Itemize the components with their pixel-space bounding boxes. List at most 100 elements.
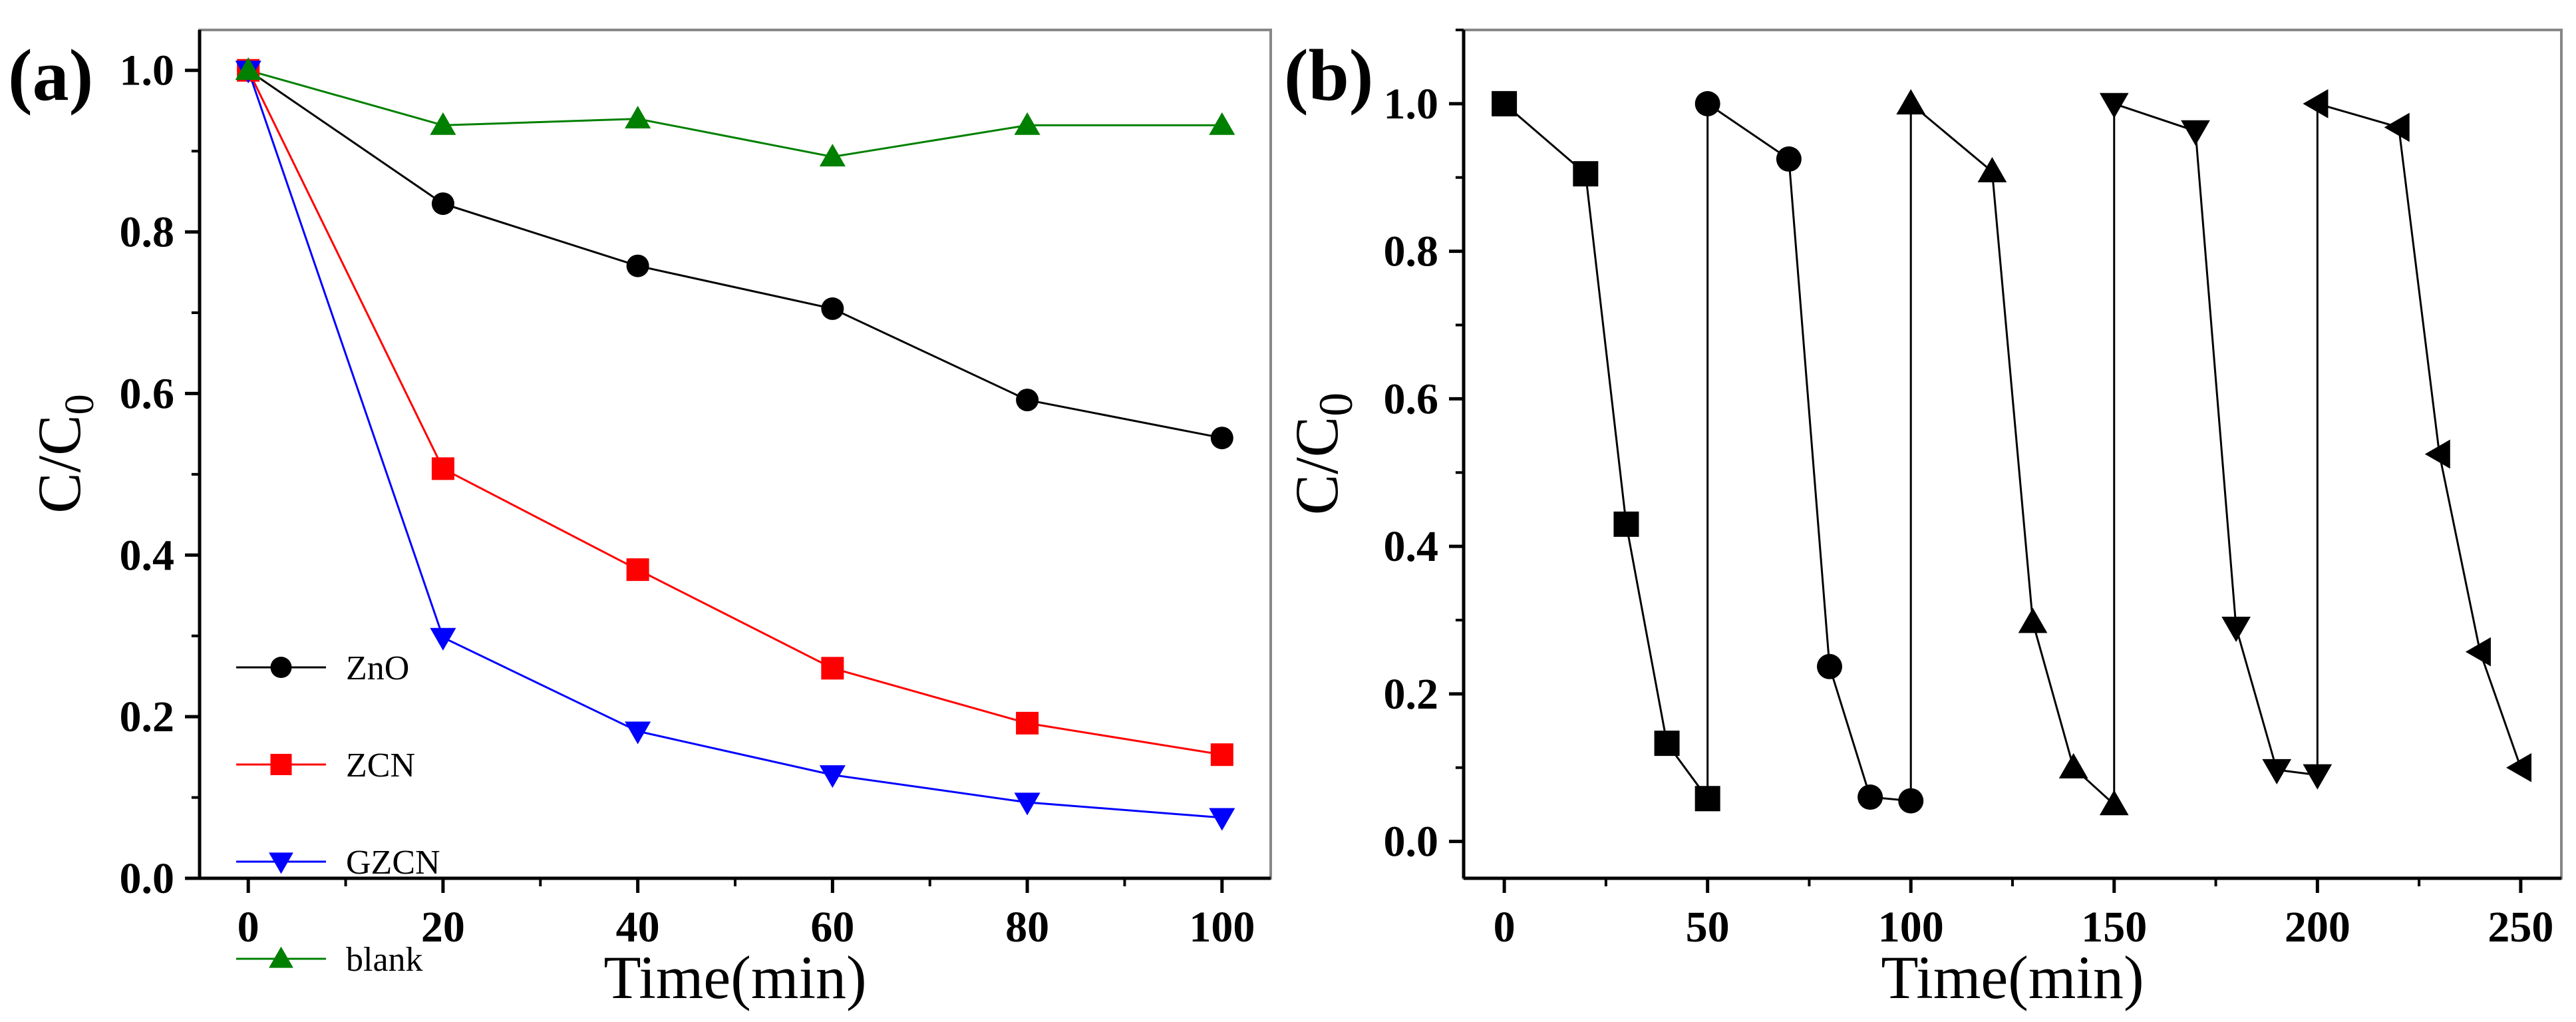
panel-a-point-blank: [1209, 112, 1235, 135]
panel-b-point-cycle-4: [2221, 616, 2251, 642]
panel-b-point-cycle-5: [2506, 753, 2532, 782]
panel-a-point-gzcn: [1014, 792, 1041, 816]
panel-b-tick-labels: 0 50 100 150 200 250 0.0 0.2 0.4 0.6 0.8 1.0: [1384, 80, 2554, 951]
panel-a-point-zno: [821, 297, 844, 320]
panel-a-point-blank: [235, 57, 261, 81]
panel-a-series-markers: [235, 57, 1235, 831]
legend-marker-gzcn: [269, 852, 293, 874]
legend-label-zcn: ZCN: [346, 747, 415, 784]
panel-b-y-tick-label: 0.8: [1384, 228, 1439, 276]
panel-a-y-axis-title-main: C/C: [25, 415, 93, 513]
panel-b-x-tick-label: 200: [2285, 903, 2350, 951]
panel-a-y-tick-label: 0.8: [120, 208, 175, 257]
panel-a-ticks: [185, 69, 1224, 893]
panel-b-point-cycle-1: [1694, 786, 1720, 812]
panel-a-point-zcn: [431, 457, 454, 480]
panel-a-x-tick-label: 60: [810, 903, 854, 951]
panel-b-point-cycle-3: [1977, 157, 2007, 183]
panel-b-point-cycle-3: [2058, 753, 2088, 778]
svg-text:C/C0: C/C0: [1283, 393, 1363, 515]
legend-marker-zno: [270, 657, 292, 678]
panel-a-label: (a): [8, 35, 93, 116]
panel-a-series-line-zno: [247, 69, 1223, 439]
legend-label-gzcn: GZCN: [346, 844, 440, 882]
panel-a-point-gzcn: [430, 627, 456, 651]
legend-label-zno: ZnO: [346, 649, 409, 687]
panel-b-point-cycle-4: [2262, 759, 2292, 784]
panel-a-point-blank: [625, 106, 651, 129]
panel-a-y-tick-label: 0.0: [120, 854, 175, 903]
panel-a-point-zcn: [626, 558, 649, 582]
panel-a-x-tick-label: 100: [1189, 903, 1255, 951]
panel-b-point-cycle-5: [2424, 439, 2450, 469]
panel-b-x-axis-title: Time(min): [1881, 943, 2144, 1011]
panel-b-y-tick-label: 0.4: [1384, 522, 1439, 571]
panel-a-point-blank: [430, 112, 456, 135]
panel-b-point-cycle-5: [2303, 89, 2329, 118]
panel-b-point-cycle-5: [2384, 112, 2410, 142]
panel-b-point-cycle-3: [2099, 790, 2129, 816]
panel-a-y-axis-title: C/C0: [25, 394, 102, 513]
panel-b-point-cycle-5: [2465, 637, 2491, 667]
panel-b-chart: 0 50 100 150 200 250 0.0 0.2 0.4 0.6 0.8 1.0 (b) Ti…: [1283, 29, 2563, 1011]
panel-a-point-zcn: [821, 657, 844, 680]
panel-a-series-line-blank: [247, 69, 1222, 158]
panel-b-point-cycle-2: [1857, 784, 1883, 810]
legend-marker-blank: [269, 946, 293, 968]
panel-a-x-tick-label: 20: [421, 903, 465, 951]
panel-a-y-tick-label: 0.6: [120, 369, 175, 418]
panel-b-x-tick-label: 50: [1686, 903, 1730, 951]
panel-a-point-gzcn: [1209, 808, 1235, 831]
panel-a-point-zno: [1016, 389, 1039, 412]
panel-a-y-tick-label: 0.4: [120, 531, 175, 580]
panel-a-x-tick-label: 0: [238, 903, 259, 951]
panel-b-point-cycle-2: [1776, 146, 1802, 172]
panel-a-y-tick-label: 1.0: [120, 47, 175, 95]
panel-a-series-line-gzcn: [247, 70, 1222, 819]
panel-a-x-tick-label: 80: [1005, 903, 1049, 951]
panel-b-x-tick-label: 100: [1878, 903, 1944, 951]
legend-marker-zcn: [270, 754, 292, 775]
panel-a-series-line-zcn: [247, 70, 1223, 756]
panel-a-point-zno: [1210, 426, 1233, 450]
panel-a-point-zno: [626, 254, 649, 277]
panel-b-point-cycle-2: [1898, 788, 1924, 814]
panel-a-series-lines: [247, 69, 1223, 819]
panel-b-point-cycle-1: [1654, 731, 1680, 757]
legend-label-blank: blank: [346, 941, 423, 979]
panel-b-x-tick-label: 0: [1494, 903, 1516, 951]
panel-a-point-zno: [431, 192, 454, 216]
panel-b-y-axis-title-main: C/C: [1283, 417, 1351, 515]
panel-b-ticks: [1449, 29, 2523, 893]
panel-b-y-tick-label: 0.6: [1384, 375, 1439, 423]
panel-a-point-zcn: [1210, 743, 1233, 766]
panel-b-point-cycle-1: [1573, 161, 1599, 187]
panel-b-x-tick-label: 150: [2081, 903, 2147, 951]
panel-b-point-cycle-1: [1492, 90, 1518, 116]
panel-b-series-markers: [1492, 89, 2532, 816]
panel-b-point-cycle-4: [2181, 120, 2210, 146]
panel-b-label: (b): [1284, 35, 1373, 116]
panel-b-y-tick-label: 1.0: [1384, 80, 1439, 128]
panel-a-y-axis-title-sub: 0: [57, 394, 102, 415]
panel-b-point-cycle-4: [2099, 92, 2129, 118]
panel-b-point-cycle-1: [1613, 511, 1639, 537]
panel-a-point-gzcn: [819, 765, 846, 788]
panel-b-point-cycle-4: [2303, 764, 2333, 790]
panel-a-point-blank: [1014, 112, 1041, 135]
panel-b-series-lines: [1504, 102, 2522, 806]
panel-b-point-cycle-2: [1694, 90, 1720, 116]
panel-b-point-cycle-3: [2018, 607, 2048, 633]
panel-b-point-cycle-3: [1896, 89, 1926, 115]
panel-b-point-cycle-2: [1817, 653, 1842, 679]
svg-text:C/C0: C/C0: [25, 394, 102, 513]
panel-a-point-blank: [819, 144, 846, 167]
panel-b-y-axis-title-sub: 0: [1309, 393, 1363, 417]
panel-b-y-tick-label: 0.2: [1384, 670, 1439, 719]
panel-a-tick-labels: 0 20 40 60 80 100 0.0 0.2 0.4 0.6 0.8 1.0: [120, 47, 1255, 951]
panel-a-point-gzcn: [625, 721, 651, 745]
panel-b-x-tick-label: 250: [2488, 903, 2553, 951]
panel-a-point-zcn: [1016, 711, 1039, 735]
